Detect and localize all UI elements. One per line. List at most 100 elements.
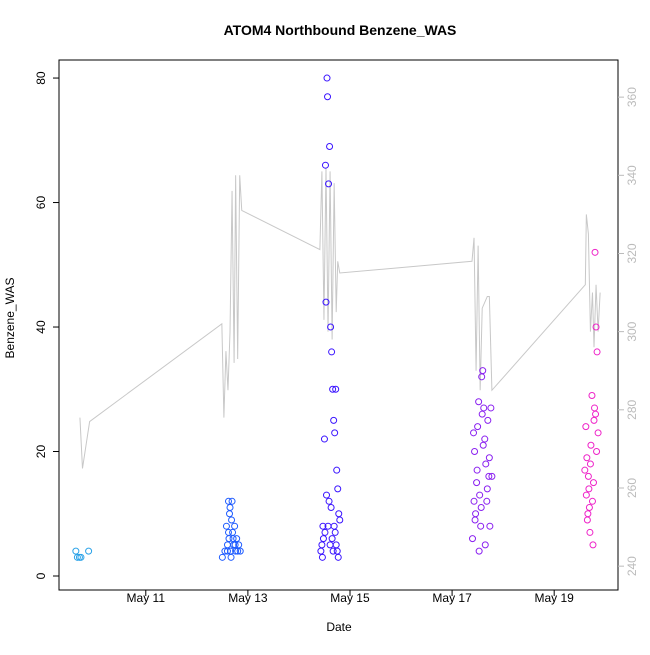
scatter-point <box>478 410 486 418</box>
scatter-point <box>223 547 231 555</box>
scatter-point <box>471 448 479 456</box>
scatter-point <box>233 535 241 543</box>
scatter-point <box>479 367 487 375</box>
scatter-point <box>475 398 483 406</box>
scatter-point <box>333 547 341 555</box>
scatter-point <box>227 553 235 561</box>
scatter-point <box>224 528 232 536</box>
scatter-point <box>320 435 328 443</box>
scatter-point <box>328 535 336 543</box>
scatter-point <box>593 348 601 356</box>
scatter-point <box>236 547 244 555</box>
scatter-point <box>589 479 597 487</box>
scatter-point <box>223 541 231 549</box>
scatter-point <box>331 528 339 536</box>
scatter-point <box>224 497 232 505</box>
scatter-point <box>318 553 326 561</box>
scatter-point <box>231 522 239 530</box>
chart-title: ATOM4 Northbound Benzene_WAS <box>224 22 457 38</box>
scatter-point <box>329 385 337 393</box>
scatter-point <box>231 541 239 549</box>
scatter-point <box>73 553 81 561</box>
scatter-point <box>322 298 330 306</box>
scatter-point <box>483 497 491 505</box>
scatter-point <box>474 423 482 431</box>
scatter-point <box>485 472 493 480</box>
x-tick-label: May 19 <box>535 591 575 605</box>
y-tick-label: 0 <box>34 572 48 579</box>
scatter-point <box>326 143 334 151</box>
y2-tick-label: 340 <box>625 165 639 185</box>
scatter-point <box>331 429 339 437</box>
scatter-point <box>592 323 600 331</box>
scatter-point <box>582 423 590 431</box>
scatter-point <box>321 528 329 536</box>
scatter-point <box>321 161 329 169</box>
scatter-point <box>591 404 599 412</box>
scatter-point <box>323 74 331 82</box>
scatter-point <box>585 485 593 493</box>
scatter-point <box>593 448 601 456</box>
scatter-point <box>473 479 481 487</box>
scatter-point <box>594 429 602 437</box>
y-tick-label: 60 <box>34 196 48 210</box>
scatter-point <box>586 460 594 468</box>
scatter-point <box>484 416 492 424</box>
scatter-point <box>480 404 488 412</box>
scatter-point <box>584 472 592 480</box>
scatter-point <box>483 485 491 493</box>
scatter-point <box>334 485 342 493</box>
line-series <box>79 167 601 469</box>
scatter-point <box>584 510 592 518</box>
scatter-point <box>319 522 327 530</box>
scatter-point <box>332 541 340 549</box>
scatter-point <box>327 323 335 331</box>
scatter-point <box>325 497 333 505</box>
scatter-point <box>326 541 334 549</box>
scatter-point <box>485 454 493 462</box>
scatter-point <box>588 497 596 505</box>
scatter-point <box>226 504 234 512</box>
x-tick-label: May 17 <box>432 591 472 605</box>
scatter-point <box>330 522 338 530</box>
scatter-point <box>470 497 478 505</box>
scatter-point <box>329 547 337 555</box>
scatter-point <box>319 535 327 543</box>
x-tick-label: May 11 <box>127 591 166 605</box>
x-tick-label: May 13 <box>228 591 268 605</box>
scatter-point <box>586 528 594 536</box>
scatter-point <box>333 466 341 474</box>
scatter-point <box>473 466 481 474</box>
scatter-point <box>585 504 593 512</box>
scatter-point <box>487 404 495 412</box>
scatter-point <box>325 180 333 188</box>
scatter-point <box>77 553 85 561</box>
x-tick-label: May 15 <box>330 591 370 605</box>
scatter-point <box>324 93 332 101</box>
scatter-point <box>222 522 230 530</box>
y2-tick-label: 300 <box>625 321 639 341</box>
scatter-point <box>218 553 226 561</box>
scatter-point <box>581 466 589 474</box>
scatter-point <box>476 491 484 499</box>
scatter-point <box>583 454 591 462</box>
y-tick-label: 40 <box>34 320 48 334</box>
scatter-point <box>229 535 237 543</box>
scatter-point <box>477 522 485 530</box>
scatter-point <box>488 472 496 480</box>
scatter-point <box>482 460 490 468</box>
scatter-point <box>85 547 93 555</box>
scatter-point <box>328 348 336 356</box>
scatter-point <box>72 547 80 555</box>
scatter-point <box>587 441 595 449</box>
scatter-point <box>481 435 489 443</box>
scatter-point <box>235 541 243 549</box>
y2-tick-label: 280 <box>625 399 639 419</box>
scatter-point <box>592 410 600 418</box>
scatter-point <box>226 510 234 518</box>
scatter-point <box>318 541 326 549</box>
y2-tick-label: 320 <box>625 243 639 263</box>
y2-tick-label: 360 <box>625 87 639 107</box>
scatter-point <box>327 504 335 512</box>
scatter-point <box>477 504 485 512</box>
